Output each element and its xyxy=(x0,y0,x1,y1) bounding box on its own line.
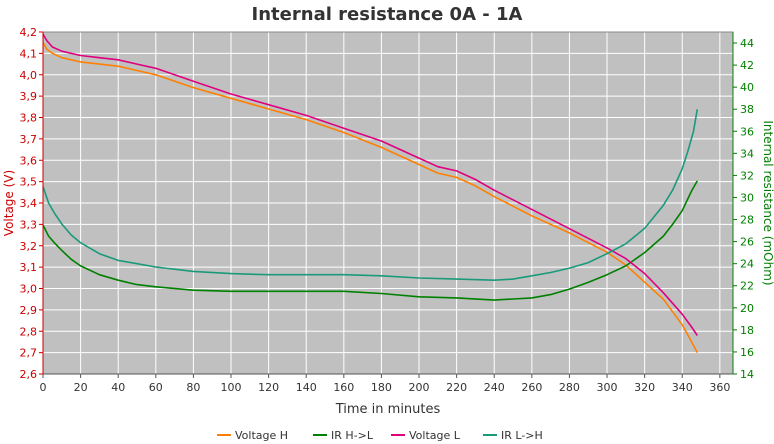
y-left-tick-label: 3,1 xyxy=(20,261,38,274)
series-line-3 xyxy=(42,109,699,282)
x-tick-label: 220 xyxy=(446,381,467,394)
x-tick-label: 160 xyxy=(333,381,354,394)
legend: Voltage H IR H->L Voltage L IR L->H xyxy=(217,429,543,442)
y-left-tick-label: 3,8 xyxy=(20,112,38,125)
y-axis-label-right: Internal resistance (mOhm) xyxy=(761,120,774,285)
grid xyxy=(42,31,733,375)
y-left-tick-label: 4,2 xyxy=(20,26,38,39)
legend-item: Voltage L xyxy=(409,429,461,442)
x-tick-label: 340 xyxy=(672,381,693,394)
y-left-tick-label: 3,0 xyxy=(20,283,38,296)
y-right-tick-label: 30 xyxy=(740,191,754,204)
y-left-tick-label: 4,0 xyxy=(20,69,38,82)
x-tick-label: 120 xyxy=(258,381,279,394)
y-right-tick-label: 38 xyxy=(740,103,754,116)
y-left-tick-label: 3,9 xyxy=(20,90,38,103)
y-left-tick-label: 2,8 xyxy=(20,325,38,338)
y-right-tick-label: 18 xyxy=(740,324,754,337)
y-right-tick-label: 42 xyxy=(740,59,754,72)
y-left-tick-label: 3,5 xyxy=(20,176,38,189)
x-tick-label: 40 xyxy=(111,381,125,394)
y-right-tick-label: 32 xyxy=(740,169,754,182)
y-axis-label-left: Voltage (V) xyxy=(2,170,16,236)
y-left-tick-label: 2,6 xyxy=(20,368,38,381)
series-line-2 xyxy=(42,33,698,336)
x-tick-label: 280 xyxy=(559,381,580,394)
x-tick-label: 80 xyxy=(186,381,200,394)
y-left-tick-label: 2,7 xyxy=(20,347,38,360)
series-line-0 xyxy=(42,42,699,353)
y-right-tick-label: 36 xyxy=(740,125,754,138)
y-right-tick-label: 16 xyxy=(740,346,754,359)
y-right-tick-label: 14 xyxy=(740,368,754,381)
x-tick-label: 300 xyxy=(597,381,618,394)
left-axis-ticks: 2,6 2,7 2,8 2,9 3,0 3,1 3,2 3,3 3,4 3,5 3,6 3,7 3,8 3… xyxy=(20,26,43,381)
x-tick-label: 320 xyxy=(634,381,655,394)
right-axis-ticks: 14 16 18 20 22 24 26 28 30 32 34 36 38 40 42 44 xyxy=(733,37,754,381)
series-line-1 xyxy=(42,180,698,301)
x-tick-label: 20 xyxy=(74,381,88,394)
x-tick-label: 360 xyxy=(709,381,730,394)
x-tick-label: 240 xyxy=(484,381,505,394)
bottom-axis-ticks: 0 20 40 60 80 100 120 140 160 180 200 220 240 260 280 3… xyxy=(40,374,730,394)
y-left-tick-label: 3,4 xyxy=(20,197,38,210)
y-right-tick-label: 40 xyxy=(740,81,754,94)
y-left-tick-label: 3,3 xyxy=(20,218,38,231)
legend-item: IR H->L xyxy=(331,429,374,442)
x-tick-label: 0 xyxy=(40,381,47,394)
x-tick-label: 140 xyxy=(296,381,317,394)
y-right-tick-label: 28 xyxy=(740,214,754,227)
y-right-tick-label: 22 xyxy=(740,280,754,293)
y-right-tick-label: 20 xyxy=(740,302,754,315)
x-tick-label: 180 xyxy=(371,381,392,394)
x-tick-label: 100 xyxy=(221,381,242,394)
y-right-tick-label: 26 xyxy=(740,236,754,249)
legend-item: Voltage H xyxy=(235,429,288,442)
y-left-tick-label: 3,7 xyxy=(20,133,38,146)
legend-item: IR L->H xyxy=(501,429,543,442)
x-axis-label: Time in minutes xyxy=(335,402,441,417)
series-layer xyxy=(42,33,699,353)
y-left-tick-label: 2,9 xyxy=(20,304,38,317)
y-left-tick-label: 4,1 xyxy=(20,47,38,60)
x-tick-label: 60 xyxy=(149,381,163,394)
y-left-tick-label: 3,2 xyxy=(20,240,38,253)
y-right-tick-label: 24 xyxy=(740,258,754,271)
y-right-tick-label: 34 xyxy=(740,147,754,160)
x-tick-label: 200 xyxy=(409,381,430,394)
x-tick-label: 260 xyxy=(521,381,542,394)
y-right-tick-label: 44 xyxy=(740,37,754,50)
y-left-tick-label: 3,6 xyxy=(20,154,38,167)
chart-title: Internal resistance 0A - 1A xyxy=(252,4,523,25)
